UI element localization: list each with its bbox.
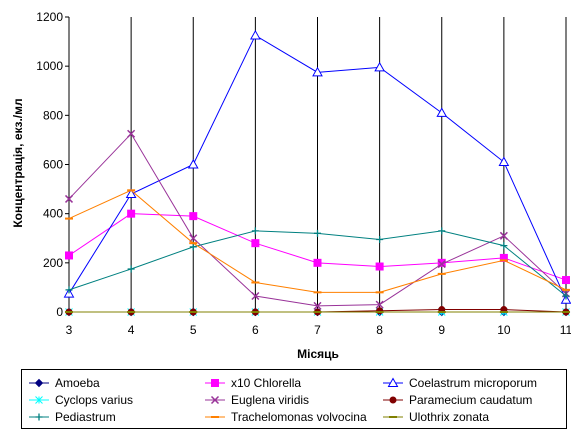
data-point-coelastrum-microporum-7 [312,66,323,77]
series-x10-chlorella [65,209,570,285]
x-tick-label-11: 11 [560,323,571,337]
data-point-coelastrum-microporum-8 [374,61,385,72]
legend-label-pediastrum: Pediastrum [55,410,116,424]
x-tick-label-5: 5 [190,323,197,337]
legend: Amoeba x10 Chlorella Coelastrum microporum… [21,369,567,429]
x-tick-label-8: 8 [376,323,383,337]
legend-label-x10-chlorella: x10 Chlorella [231,376,301,390]
data-point-x10-chlorella-3 [65,251,73,260]
y-tick-label-600: 600 [43,158,63,172]
data-point-euglena-viridis-6 [251,291,260,301]
data-point-x10-chlorella-7 [313,258,322,267]
y-tick-label-800: 800 [43,108,63,122]
legend-label-trachelomonas-volvocina: Trachelomonas volvocina [231,410,367,424]
legend-marker-euglena-viridis [210,395,220,405]
data-point-coelastrum-microporum-4 [125,188,137,198]
legend-marker-paramecium-caudatum [389,396,397,404]
data-point-x10-chlorella-10 [499,253,508,262]
data-point-euglena-viridis-4 [127,129,136,138]
y-tick-label-0: 0 [56,305,63,319]
legend-item-euglena-viridis: Euglena viridis [205,393,309,407]
x-tick-label-7: 7 [314,323,321,337]
legend-item-cyclops-varius: Cyclops varius [29,393,133,407]
x-tick-label-3: 3 [66,323,73,337]
data-point-pediastrum-5 [189,243,197,251]
legend-label-amoeba: Amoeba [55,376,100,390]
x-tick-labels: 3 4 5 6 7 8 9 10 11 [66,323,571,337]
legend-label-cyclops-varius: Cyclops varius [55,393,133,407]
legend-item-x10-chlorella: x10 Chlorella [205,376,301,390]
legend-label-coelastrum-microporum: Coelastrum microporum [409,376,537,390]
data-point-euglena-viridis-8 [375,300,384,309]
data-point-x10-chlorella-5 [189,212,198,221]
legend-marker-coelastrum-microporum [387,377,399,387]
data-point-x10-chlorella-8 [375,262,384,271]
legend-box [21,369,567,429]
data-point-euglena-viridis-9 [437,260,446,269]
data-point-coelastrum-microporum-6 [250,29,261,40]
series-coelastrum-microporum [63,29,571,304]
legend-label-ulothrix-zonata: Ulothrix zonata [409,410,489,424]
legend-item-pediastrum: Pediastrum [29,410,116,424]
legend-marker-amoeba [34,378,44,388]
data-point-euglena-viridis-7 [313,301,322,310]
legend-item-ulothrix-zonata: Ulothrix zonata [383,410,489,424]
data-point-euglena-viridis-10 [499,231,508,240]
legend-item-amoeba: Amoeba [29,376,100,390]
legend-marker-cyclops-varius [35,396,43,404]
series-pediastrum [65,227,570,300]
legend-label-paramecium-caudatum: Paramecium caudatum [409,393,532,407]
data-point-x10-chlorella-11 [562,276,570,285]
y-axis-title: Концентрація, екз./мл [11,98,25,227]
data-point-pediastrum-7 [314,229,321,237]
data-point-pediastrum-9 [438,227,446,235]
legend-marker-x10-chlorella [211,379,219,387]
legend-item-paramecium-caudatum: Paramecium caudatum [383,393,532,407]
y-tick-label-1200: 1200 [36,10,63,24]
data-point-euglena-viridis-3 [64,194,74,203]
legend-marker-pediastrum [35,413,43,421]
data-point-x10-chlorella-4 [127,209,136,218]
series-group [63,29,571,317]
y-tick-label-1000: 1000 [36,59,63,73]
series-trachelomonas-volvocina [65,189,570,294]
x-tick-label-10: 10 [497,323,511,337]
data-point-x10-chlorella-6 [251,239,260,248]
data-point-pediastrum-8 [376,235,384,243]
data-point-coelastrum-microporum-10 [498,156,510,167]
y-tick-label-400: 400 [43,207,63,221]
data-point-pediastrum-11 [562,292,570,300]
legend-item-coelastrum-microporum: Coelastrum microporum [383,376,537,390]
x-tick-label-9: 9 [438,323,445,337]
y-tick-label-200: 200 [43,256,63,270]
x-tick-label-4: 4 [128,323,135,337]
legend-item-trachelomonas-volvocina: Trachelomonas volvocina [205,410,367,424]
legend-label-euglena-viridis: Euglena viridis [231,393,309,407]
data-point-pediastrum-4 [127,265,135,273]
x-axis-title: Місяць [297,347,339,361]
y-tick-labels: 0 200 400 600 800 1000 1200 [36,10,63,319]
data-point-coelastrum-microporum-5 [187,158,199,169]
data-point-pediastrum-6 [251,227,259,235]
data-point-coelastrum-microporum-9 [436,107,448,117]
data-point-pediastrum-10 [500,242,508,250]
data-point-pediastrum-3 [65,286,73,294]
series-euglena-viridis [64,129,571,310]
x-tick-label-6: 6 [252,323,259,337]
